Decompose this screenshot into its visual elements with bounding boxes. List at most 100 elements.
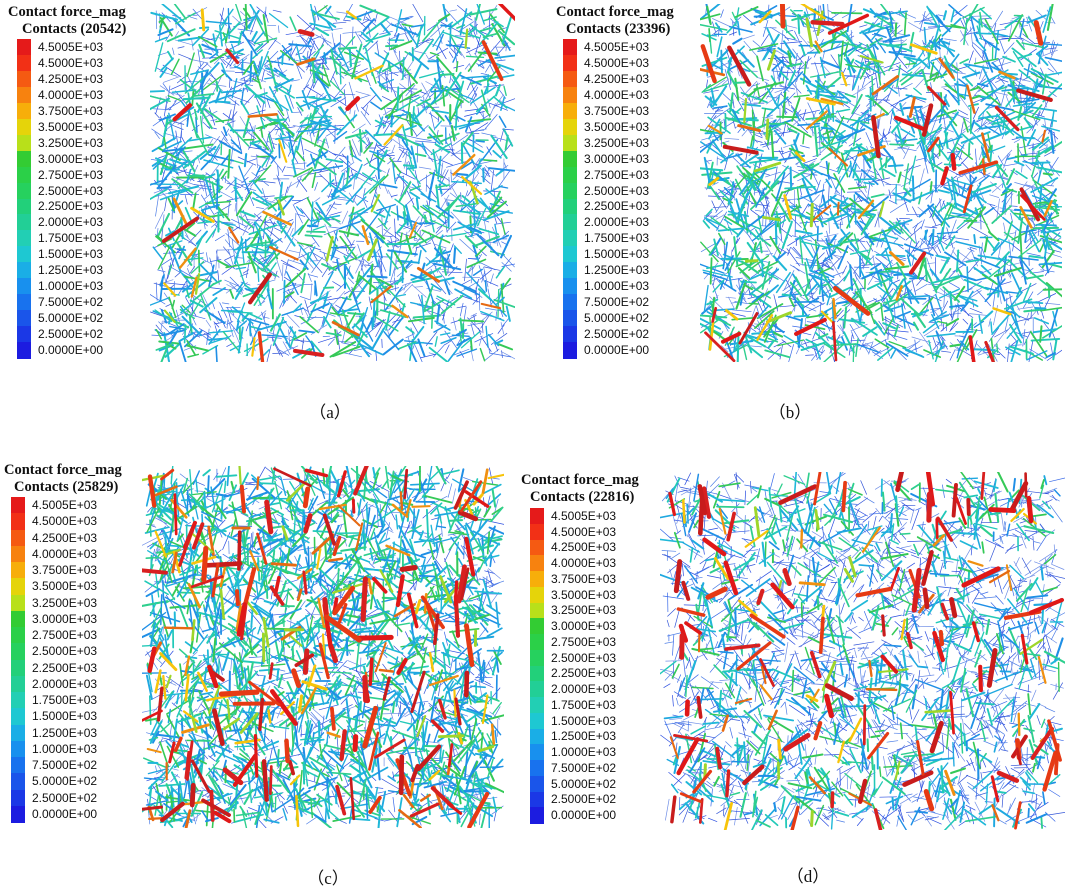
contact-force-segment: [750, 227, 756, 231]
contact-force-segment: [883, 133, 888, 145]
legend-label: 1.7500E+03: [584, 231, 649, 245]
contact-force-segment: [485, 281, 486, 291]
contact-force-segment: [886, 184, 901, 185]
contact-force-segment: [218, 261, 229, 267]
contact-force-segment: [215, 235, 224, 241]
contact-force-segment: [311, 4, 315, 24]
contact-force-segment: [481, 312, 504, 321]
contact-force-segment: [709, 211, 722, 222]
contact-force-segment: [364, 156, 379, 165]
contact-force-segment: [366, 75, 370, 86]
contact-force-segment: [304, 156, 305, 169]
contact-force-segment: [228, 134, 232, 139]
contact-force-segment: [312, 173, 315, 188]
legend-label: 2.5000E+02: [584, 327, 649, 341]
contact-force-segment: [733, 39, 741, 44]
contact-force-segment: [466, 236, 477, 247]
contact-force-segment: [466, 30, 468, 48]
contact-force-segment: [178, 47, 184, 49]
contact-force-segment: [351, 170, 353, 178]
contact-force-segment: [267, 337, 281, 338]
contact-force-segment: [969, 143, 970, 156]
contact-force-segment: [796, 263, 805, 265]
contact-force-segment: [716, 319, 730, 326]
contact-force-segment: [398, 175, 408, 184]
contact-force-segment: [301, 118, 308, 123]
contact-force-segment: [777, 69, 780, 84]
contact-force-segment: [978, 171, 994, 178]
contact-force-segment: [193, 194, 196, 210]
contact-force-segment: [391, 195, 397, 197]
legend-label: 3.7500E+03: [38, 104, 103, 118]
contact-force-segment: [803, 134, 804, 144]
contact-force-segment: [728, 189, 741, 190]
contact-force-segment: [269, 39, 277, 49]
contact-force-segment: [327, 204, 331, 211]
contact-force-segment: [919, 332, 929, 346]
contact-force-segment: [236, 4, 242, 21]
legend-swatch: [563, 71, 577, 88]
contact-force-segment: [894, 88, 907, 89]
contact-force-segment: [168, 52, 173, 60]
contact-force-segment: [470, 315, 476, 318]
contact-force-segment: [363, 188, 365, 198]
contact-force-segment: [1018, 307, 1033, 309]
contact-force-segment: [889, 242, 903, 245]
contact-force-segment: [781, 148, 783, 155]
contact-force-segment: [156, 38, 167, 42]
legend-swatch: [563, 87, 577, 104]
contact-force-segment: [484, 34, 497, 37]
contact-force-segment: [417, 198, 418, 208]
contact-force-segment: [854, 267, 869, 268]
legend-label: 3.2500E+03: [584, 136, 649, 150]
contact-force-segment: [467, 56, 484, 57]
contact-force-segment: [776, 217, 777, 244]
contact-force-segment: [463, 307, 466, 326]
contact-force-segment: [352, 124, 365, 133]
contact-force-segment: [228, 201, 230, 219]
contact-force-segment: [468, 119, 490, 121]
contact-force-segment: [312, 237, 319, 247]
contact-force-segment: [912, 280, 916, 296]
legend-contacts: Contacts (20542): [22, 21, 126, 37]
contact-force-segment: [156, 330, 161, 339]
contact-force-segment: [348, 99, 358, 109]
contact-force-segment: [307, 87, 322, 96]
legend-label: 4.0000E+03: [38, 88, 103, 102]
contact-force-segment: [933, 230, 934, 245]
contact-force-segment: [202, 64, 208, 69]
contact-force-segment: [482, 133, 496, 136]
contact-force-segment: [863, 327, 877, 336]
contact-force-segment: [913, 176, 914, 200]
contact-force-segment: [185, 195, 187, 204]
contact-force-segment: [230, 89, 241, 97]
contact-force-segment: [465, 64, 469, 69]
contact-force-segment: [806, 355, 814, 356]
legend-swatch: [17, 87, 31, 104]
contact-force-segment: [796, 257, 815, 261]
legend-swatch: [17, 326, 31, 343]
contact-force-segment: [256, 181, 276, 183]
contact-force-segment: [320, 174, 330, 184]
contact-force-segment: [222, 303, 229, 304]
legend-swatch: [17, 262, 31, 279]
contact-force-segment: [485, 115, 497, 129]
contact-force-segment: [156, 283, 157, 301]
contact-force-segment: [391, 138, 404, 147]
contact-force-segment: [327, 159, 343, 162]
contact-force-segment: [322, 267, 328, 276]
contact-force-segment: [165, 283, 186, 285]
contact-force-segment: [250, 314, 262, 319]
contact-force-segment: [771, 166, 788, 186]
contact-force-segment: [898, 86, 899, 96]
contact-force-segment: [420, 92, 426, 95]
contact-force-segment: [435, 321, 450, 330]
contact-force-segment: [311, 297, 325, 303]
contact-force-segment: [150, 298, 169, 307]
contact-force-segment: [228, 150, 229, 178]
contact-force-segment: [498, 290, 499, 317]
contact-force-segment: [978, 84, 988, 86]
contact-force-segment: [390, 250, 392, 275]
contact-force-segment: [201, 161, 209, 170]
contact-force-segment: [916, 78, 925, 88]
